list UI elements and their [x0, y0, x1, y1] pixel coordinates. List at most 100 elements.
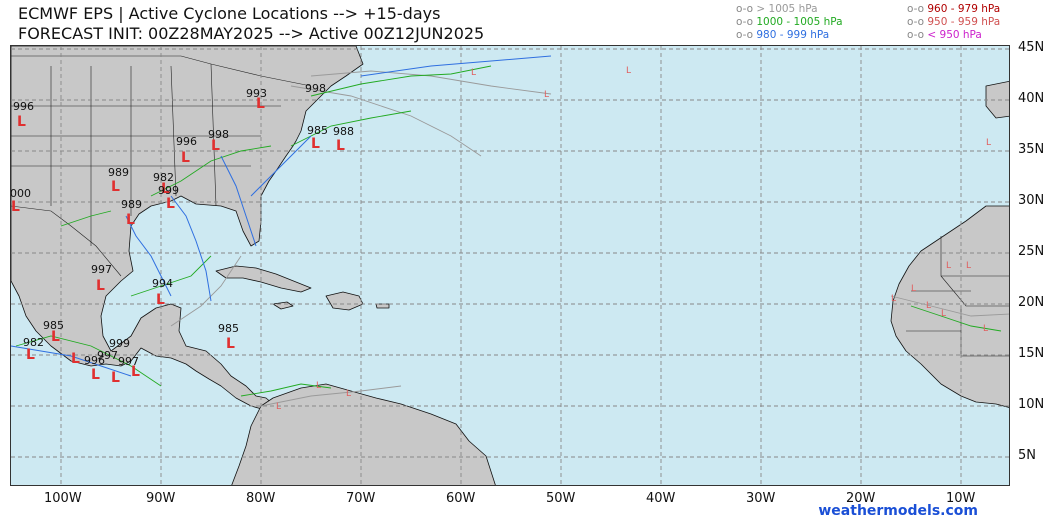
- svg-text:L: L: [471, 68, 476, 78]
- pressure-label: 999: [158, 184, 179, 197]
- svg-text:L: L: [946, 261, 951, 271]
- svg-text:L: L: [911, 284, 916, 294]
- puerto-rico: [375, 303, 390, 309]
- pressure-label: 996: [13, 100, 34, 113]
- svg-text:L: L: [11, 199, 20, 215]
- lon-label: 70W: [346, 491, 376, 506]
- pressure-label: 982: [153, 171, 174, 184]
- legend-item: o-o 960 - 979 hPa: [907, 3, 1000, 16]
- pressure-label: 982: [23, 336, 44, 349]
- svg-text:L: L: [966, 261, 971, 271]
- svg-text:L: L: [926, 301, 931, 311]
- pressure-label: 997: [118, 355, 139, 368]
- cuba: [215, 265, 312, 293]
- svg-text:L: L: [544, 90, 549, 100]
- pressure-label: 998: [305, 82, 326, 95]
- svg-text:L: L: [26, 347, 35, 363]
- svg-text:L: L: [91, 367, 100, 383]
- legend-symbol: o-o: [907, 16, 925, 28]
- legend-label: 1000 - 1005 hPa: [756, 16, 843, 28]
- legend-item: o-o 1000 - 1005 hPa: [736, 16, 843, 29]
- pressure-label: 997: [91, 263, 112, 276]
- pressure-label: 994: [152, 277, 173, 290]
- lat-label: 35N: [1018, 142, 1045, 157]
- pressure-label: 998: [208, 128, 229, 141]
- svg-text:L: L: [111, 179, 120, 195]
- pressure-label: 985: [307, 124, 328, 137]
- south-america-landmass: [231, 383, 496, 485]
- lon-label: 50W: [546, 491, 576, 506]
- lon-label: 100W: [44, 491, 82, 506]
- lon-label: 90W: [146, 491, 176, 506]
- pressure-label: 1000: [11, 187, 31, 200]
- legend-label: > 1005 hPa: [756, 3, 818, 15]
- svg-text:L: L: [311, 136, 320, 152]
- svg-text:L: L: [166, 196, 175, 212]
- land-layer: [11, 46, 1009, 485]
- svg-text:L: L: [316, 381, 321, 391]
- iberia: [985, 80, 1009, 119]
- lat-label: 45N: [1018, 40, 1045, 55]
- legend-symbol: o-o: [736, 16, 754, 28]
- jamaica: [272, 301, 294, 310]
- svg-text:L: L: [156, 292, 165, 308]
- title-line-1: ECMWF EPS | Active Cyclone Locations -->…: [18, 4, 441, 23]
- lat-label: 30N: [1018, 193, 1045, 208]
- lat-label: 10N: [1018, 397, 1045, 412]
- svg-text:L: L: [111, 370, 120, 386]
- lon-label: 60W: [446, 491, 476, 506]
- legend-symbol: o-o: [907, 29, 925, 41]
- legend-label: < 950 hPa: [927, 29, 982, 41]
- svg-text:L: L: [626, 66, 631, 76]
- us-mexico-border: [11, 205, 122, 277]
- small-lows-layer: L LL LL L LLL LLL LL: [276, 66, 991, 412]
- svg-text:L: L: [941, 309, 946, 319]
- pressure-label: 997: [97, 349, 118, 362]
- svg-text:L: L: [17, 114, 26, 130]
- legend-symbol: o-o: [736, 29, 754, 41]
- svg-text:L: L: [276, 402, 281, 412]
- gray-tracks: [170, 70, 1009, 407]
- legend-symbol: o-o: [736, 3, 754, 15]
- legend-item: o-o < 950 hPa: [907, 29, 1000, 42]
- legend-label: 980 - 999 hPa: [756, 29, 830, 41]
- svg-text:L: L: [336, 138, 345, 154]
- lon-label: 10W: [946, 491, 976, 506]
- legend-item: o-o 980 - 999 hPa: [736, 29, 843, 42]
- svg-text:L: L: [161, 181, 170, 197]
- legend-item: o-o 950 - 959 hPa: [907, 16, 1000, 29]
- us-states-lines: [11, 63, 281, 246]
- pressure-label: 996: [84, 354, 105, 367]
- svg-text:L: L: [256, 96, 265, 112]
- svg-text:L: L: [346, 389, 351, 399]
- green-tracks: [15, 65, 1002, 397]
- svg-text:L: L: [71, 351, 80, 367]
- pressure-label: 996: [176, 135, 197, 148]
- svg-text:L: L: [181, 150, 190, 166]
- borders-layer: [11, 55, 1009, 357]
- blue-tracks: [11, 55, 552, 377]
- svg-text:L: L: [96, 278, 105, 294]
- svg-text:L: L: [126, 212, 135, 228]
- svg-text:L: L: [211, 138, 220, 154]
- lat-label: 40N: [1018, 91, 1045, 106]
- credit-link[interactable]: weathermodels.com: [818, 503, 978, 519]
- lon-label: 80W: [246, 491, 276, 506]
- lat-label: 5N: [1018, 448, 1036, 463]
- svg-text:L: L: [891, 294, 896, 304]
- lon-label: 40W: [646, 491, 676, 506]
- lat-label: 15N: [1018, 346, 1045, 361]
- pressure-label: 989: [121, 198, 142, 211]
- pressure-label: 985: [43, 319, 64, 332]
- lon-label: 20W: [846, 491, 876, 506]
- legend-symbol: o-o: [907, 3, 925, 15]
- title-line-2: FORECAST INIT: 00Z28MAY2025 --> Active 0…: [18, 24, 485, 43]
- svg-text:L: L: [983, 324, 988, 334]
- grid-layer: [11, 46, 1009, 485]
- lat-label: 20N: [1018, 295, 1045, 310]
- pressure-label: 985: [218, 322, 239, 335]
- legend-item: o-o > 1005 hPa: [736, 3, 843, 16]
- pressure-label: 993: [246, 87, 267, 100]
- pressure-label: 999: [109, 337, 130, 350]
